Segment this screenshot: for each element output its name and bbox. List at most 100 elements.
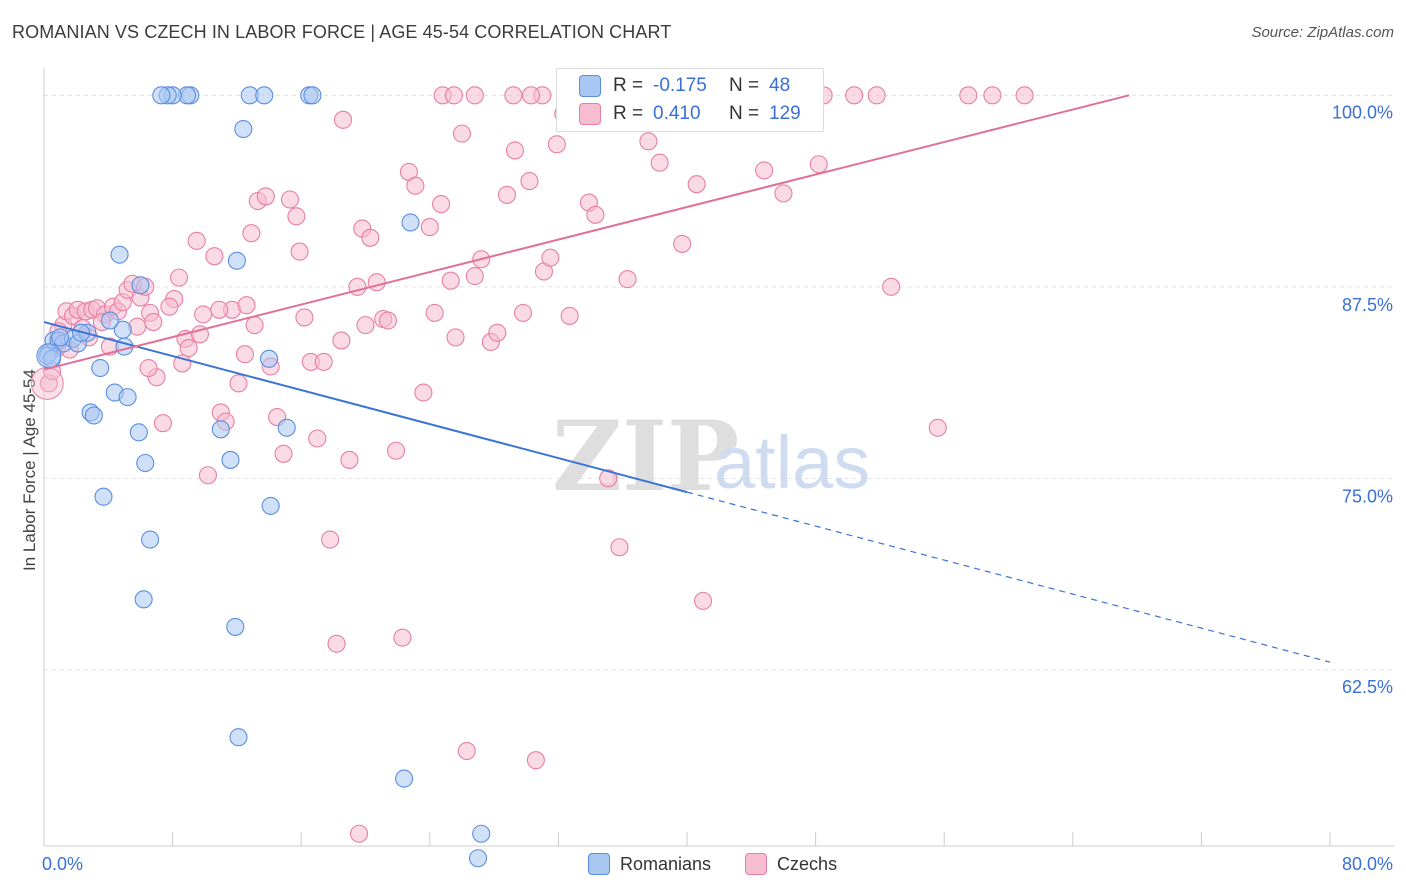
czech-point <box>321 530 340 549</box>
czech-point <box>160 297 179 316</box>
czech-point <box>983 86 1002 105</box>
czech-point <box>547 135 566 154</box>
czechs-n-label: N = <box>729 103 760 124</box>
czech-point <box>452 124 472 143</box>
czech-point <box>444 86 463 105</box>
y-tick-label: 100.0% <box>1332 102 1393 122</box>
czech-point <box>845 86 864 105</box>
romanian-point <box>229 728 248 747</box>
romanian-point <box>211 420 230 439</box>
czech-point <box>694 591 713 610</box>
romanian-point <box>94 487 113 506</box>
czech-point <box>361 228 380 247</box>
czech-point <box>356 316 375 335</box>
czech-point <box>340 450 359 469</box>
romanians-legend-swatch <box>588 853 610 875</box>
czech-point <box>235 345 254 364</box>
czech-point <box>425 303 444 322</box>
czech-point <box>378 311 398 330</box>
romanian-point <box>134 590 153 609</box>
czech-point <box>169 268 189 287</box>
romanians-r-value: -0.175 <box>653 75 707 96</box>
czech-point <box>179 339 198 358</box>
watermark-atlas: atlas <box>714 421 870 504</box>
czech-point <box>414 383 433 402</box>
czech-point <box>406 176 425 195</box>
czech-point <box>432 195 451 214</box>
czech-point <box>755 161 774 180</box>
czech-point <box>513 303 533 322</box>
czech-point <box>610 538 629 557</box>
legend-item-romanians[interactable]: Romanians <box>588 853 711 875</box>
czech-point <box>205 247 224 266</box>
czech-point <box>673 234 692 253</box>
czechs-trend-line <box>43 94 1130 371</box>
czech-point <box>441 271 460 290</box>
czech-point <box>687 175 706 194</box>
romanian-point <box>152 86 171 105</box>
czechs-r-value: 0.410 <box>653 103 701 124</box>
romanians-swatch <box>579 75 601 97</box>
czech-point <box>333 110 353 129</box>
series-czechs-points <box>30 86 1034 843</box>
romanian-point <box>227 251 246 270</box>
czech-point <box>586 205 605 224</box>
czech-point <box>457 741 476 761</box>
czech-point <box>465 86 484 105</box>
romanian-point <box>131 276 150 295</box>
romanian-point <box>226 617 245 636</box>
czech-point <box>295 308 314 327</box>
czech-point <box>526 751 545 770</box>
romanian-point <box>115 337 134 356</box>
czech-point <box>290 242 309 261</box>
romanian-point <box>234 119 253 139</box>
czechs-n-value: 129 <box>769 103 801 124</box>
romanians-trend-extension <box>686 491 1331 663</box>
chart-source: Source: ZipAtlas.com <box>1251 24 1394 41</box>
czech-point <box>446 328 465 347</box>
czechs-r-label: R = <box>613 103 644 124</box>
czech-point <box>256 187 275 206</box>
romanian-point <box>100 311 119 330</box>
czech-point <box>809 155 828 174</box>
czech-point <box>497 185 517 204</box>
czechs-legend-label: Czechs <box>777 853 838 874</box>
watermark-zip: ZIP <box>552 400 739 513</box>
legend-item-czechs[interactable]: Czechs <box>745 853 837 875</box>
czech-point <box>144 313 163 332</box>
czech-point <box>210 300 229 319</box>
romanian-point <box>255 86 274 105</box>
czech-point <box>650 153 669 172</box>
czech-point <box>198 466 218 485</box>
czech-point <box>522 86 541 105</box>
czech-point <box>314 352 333 371</box>
czech-point <box>959 86 978 105</box>
tick-labels: 62.5% 75.0% 87.5% 100.0% 0.0% 80.0% <box>42 102 1393 874</box>
czech-point <box>327 634 346 653</box>
romanian-point <box>118 388 137 407</box>
romanians-n-value: 48 <box>769 75 791 96</box>
czech-point <box>187 231 206 250</box>
x-tick-label-max: 80.0% <box>1342 854 1393 874</box>
czech-point <box>420 218 439 237</box>
romanian-point <box>113 320 132 339</box>
czech-point <box>393 628 412 647</box>
romanian-point <box>259 349 279 368</box>
czech-point <box>280 190 299 209</box>
trend-lines <box>43 94 1331 663</box>
czechs-legend-swatch <box>745 853 768 875</box>
romanians-trend-line <box>43 321 688 494</box>
czech-point <box>867 86 886 105</box>
czech-point <box>488 323 507 342</box>
romanian-point <box>395 769 414 788</box>
czech-point <box>308 429 327 448</box>
romanian-point <box>221 450 240 469</box>
czech-point <box>139 358 158 378</box>
czech-point-cluster <box>30 366 64 400</box>
romanian-point <box>303 86 322 105</box>
chart-title: ROMANIAN VS CZECH IN LABOR FORCE | AGE 4… <box>12 22 672 42</box>
czech-point <box>367 273 386 292</box>
czech-point <box>274 444 293 463</box>
romanian-point <box>51 328 70 347</box>
